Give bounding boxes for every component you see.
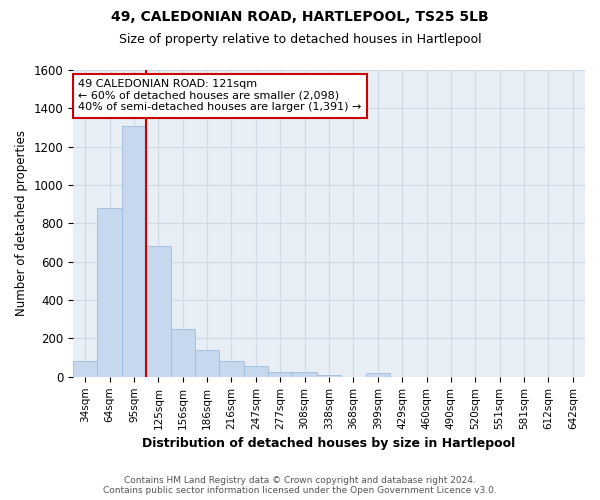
Bar — [220, 360, 244, 377]
X-axis label: Distribution of detached houses by size in Hartlepool: Distribution of detached houses by size … — [142, 437, 515, 450]
Bar — [73, 362, 97, 377]
Bar — [244, 366, 268, 377]
Text: Contains HM Land Registry data © Crown copyright and database right 2024.
Contai: Contains HM Land Registry data © Crown c… — [103, 476, 497, 495]
Text: 49, CALEDONIAN ROAD, HARTLEPOOL, TS25 5LB: 49, CALEDONIAN ROAD, HARTLEPOOL, TS25 5L… — [111, 10, 489, 24]
Bar — [170, 329, 195, 377]
Bar — [97, 208, 122, 377]
Bar — [268, 372, 292, 377]
Bar — [122, 126, 146, 377]
Bar — [292, 372, 317, 377]
Text: Size of property relative to detached houses in Hartlepool: Size of property relative to detached ho… — [119, 32, 481, 46]
Y-axis label: Number of detached properties: Number of detached properties — [15, 130, 28, 316]
Text: 49 CALEDONIAN ROAD: 121sqm
← 60% of detached houses are smaller (2,098)
40% of s: 49 CALEDONIAN ROAD: 121sqm ← 60% of deta… — [78, 79, 362, 112]
Bar — [146, 246, 170, 377]
Bar — [195, 350, 220, 377]
Bar — [365, 373, 390, 377]
Bar — [317, 375, 341, 377]
